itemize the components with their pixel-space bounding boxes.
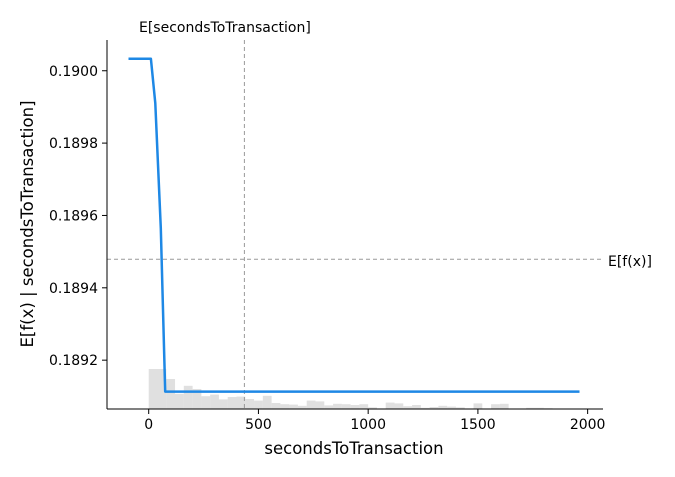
histogram-bar [534, 407, 544, 409]
histogram-bar [368, 407, 377, 409]
y-tick-label: 0.1900 [49, 64, 98, 80]
x-axis-title: secondsToTransaction [264, 439, 443, 458]
histogram-bar [359, 404, 369, 409]
histogram-bar [236, 396, 246, 409]
x-tick-label: 500 [245, 417, 272, 433]
histogram-bar [491, 404, 500, 409]
y-tick-label: 0.1892 [49, 353, 98, 369]
histogram-bar [412, 405, 421, 409]
histogram-bar [245, 399, 255, 409]
axes [106, 40, 603, 410]
histogram-bar [297, 405, 307, 409]
histogram-bar [254, 400, 263, 409]
histogram-bar [420, 407, 430, 409]
y-tick-label: 0.1898 [49, 136, 98, 152]
x-tick-label: 1000 [350, 417, 386, 433]
histogram-bar [210, 394, 219, 409]
x-tick-label: 0 [144, 417, 153, 433]
histogram-bar [280, 404, 290, 409]
histogram-bar [271, 403, 281, 409]
histogram-bar [324, 405, 334, 409]
x-tick-label: 2000 [570, 417, 606, 433]
histogram-bar [394, 403, 404, 409]
histogram-bar [429, 407, 439, 409]
horizontal-reference-label: E[f(x)] [608, 254, 652, 270]
histogram-bar [306, 400, 316, 409]
histogram-bar [350, 405, 360, 409]
histogram-bar [385, 402, 395, 409]
histogram-bar [262, 395, 272, 409]
histogram-bar [175, 393, 184, 409]
dependence-series [128, 57, 580, 393]
histogram-bar [473, 403, 483, 409]
histogram-bar [148, 369, 158, 409]
series-line [128, 57, 580, 393]
histogram-bar [166, 379, 176, 409]
histogram-bar [447, 406, 456, 409]
feature-histogram [148, 369, 553, 409]
y-axis-title: E[f(x) | secondsToTransaction] [18, 100, 37, 347]
x-tick-label: 1500 [460, 417, 496, 433]
tick-marks [102, 70, 589, 414]
histogram-bar [403, 406, 413, 409]
histogram-bar [526, 407, 535, 409]
y-tick-label: 0.1894 [49, 281, 98, 297]
y-tick-label: 0.1896 [49, 208, 98, 224]
reference-lines [107, 40, 603, 409]
histogram-bar [227, 397, 237, 409]
histogram-bar [341, 404, 351, 409]
histogram-bar [499, 403, 509, 409]
histogram-bar [183, 385, 193, 409]
histogram-bar [192, 389, 202, 409]
histogram-bar [333, 403, 342, 409]
histogram-bar [201, 396, 211, 409]
histogram-bar [218, 399, 228, 409]
histogram-bar [438, 405, 448, 409]
histogram-bar [157, 369, 167, 409]
histogram-bar [289, 404, 298, 409]
histogram-bar [455, 407, 465, 409]
histogram-bar [315, 401, 325, 409]
vertical-reference-label: E[secondsToTransaction] [139, 20, 311, 36]
